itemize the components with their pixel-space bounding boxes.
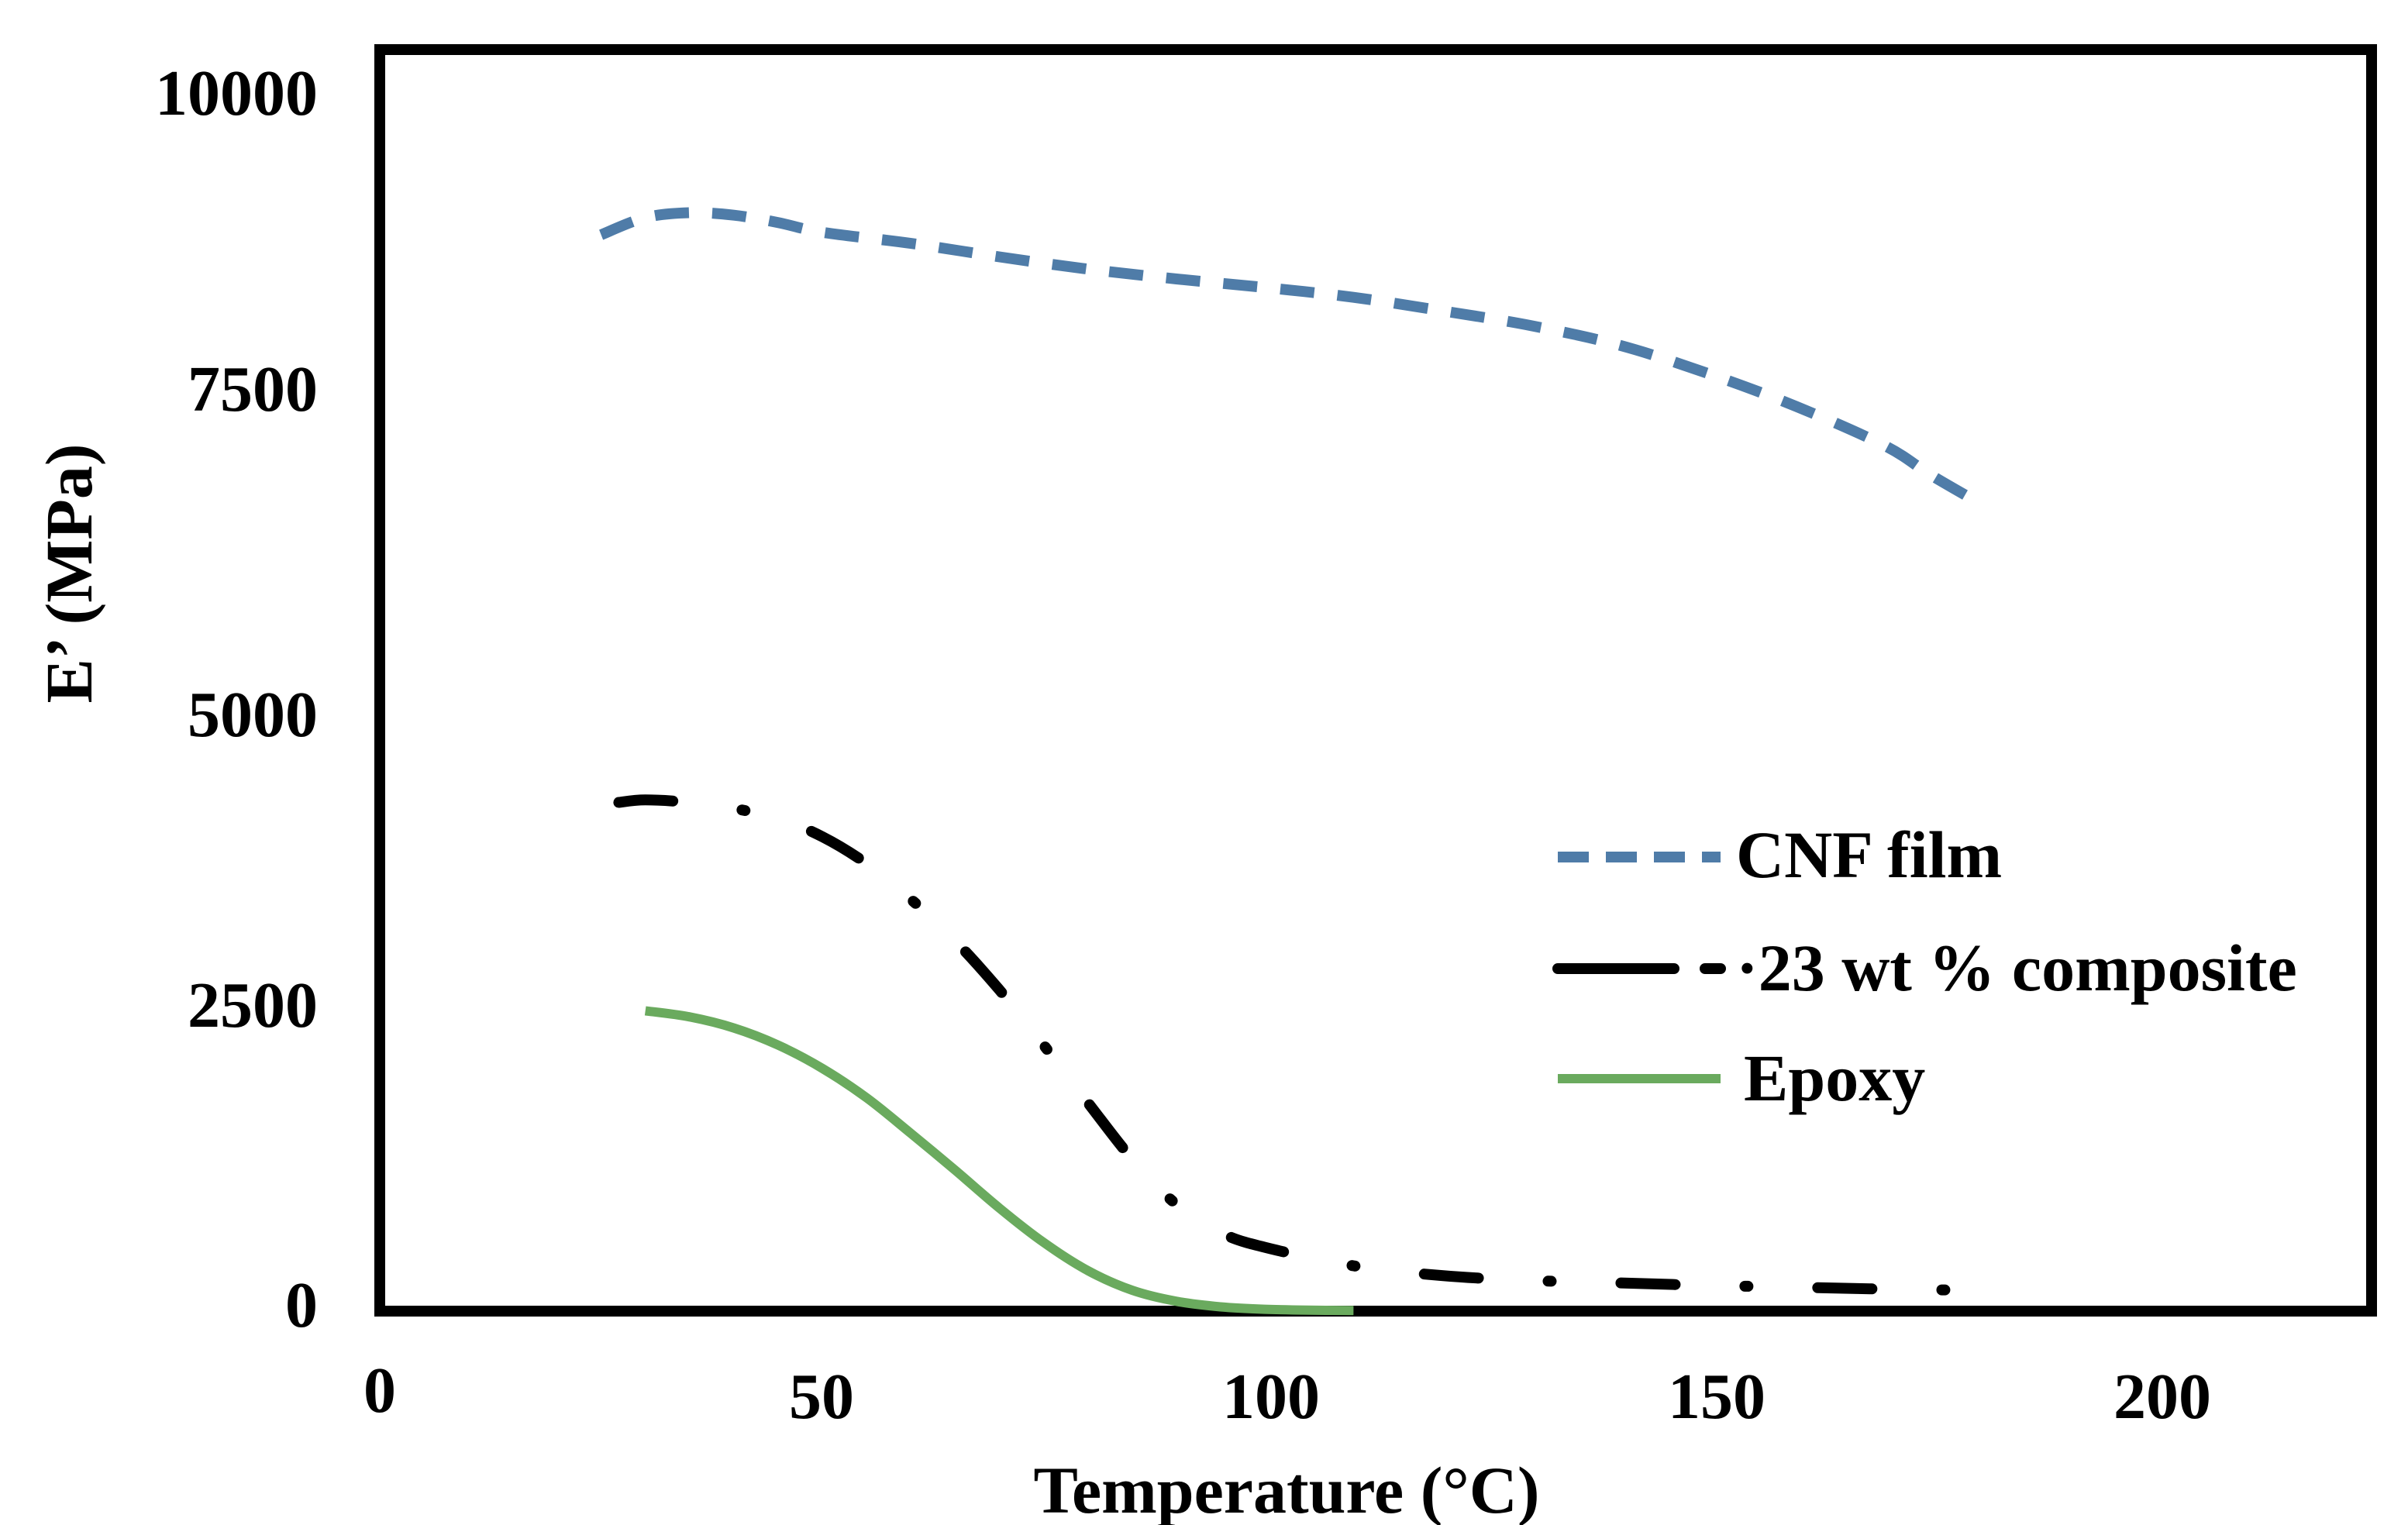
x-tick-label: 50 xyxy=(789,1361,854,1433)
legend-label-23wt-composite: ·23 wt % composite xyxy=(1736,931,2297,1005)
legend-label-cnf-film: CNF film xyxy=(1736,818,2002,892)
x-tick-label: 0 xyxy=(363,1355,396,1427)
series-line-epoxy xyxy=(644,1006,1354,1316)
y-tick-label: 10000 xyxy=(155,57,318,129)
y-tick-label: 2500 xyxy=(188,969,318,1041)
x-tick-label: 200 xyxy=(2113,1361,2211,1433)
series-line-23wt-composite xyxy=(613,794,1979,1296)
legend-label-text: 23 wt % composite xyxy=(1759,931,2297,1005)
legend-label-epoxy: Epoxy xyxy=(1744,1041,1925,1115)
x-tick-label: 150 xyxy=(1668,1361,1766,1433)
legend: CNF film ·23 wt % composite Epoxy xyxy=(1552,818,2297,1115)
y-tick-label: 0 xyxy=(285,1269,318,1341)
x-tick-label: 100 xyxy=(1222,1361,1320,1433)
series-line-cnf-film xyxy=(598,207,1976,504)
x-axis-title: Temperature (°C) xyxy=(1034,1453,1540,1525)
y-tick-label: 7500 xyxy=(188,353,318,425)
y-tick-label: 5000 xyxy=(188,679,318,751)
y-axis-title: E’ (MPa) xyxy=(32,443,106,703)
legend-label-dot: · xyxy=(1736,931,1759,1005)
plot-area-frame xyxy=(374,44,2377,1317)
